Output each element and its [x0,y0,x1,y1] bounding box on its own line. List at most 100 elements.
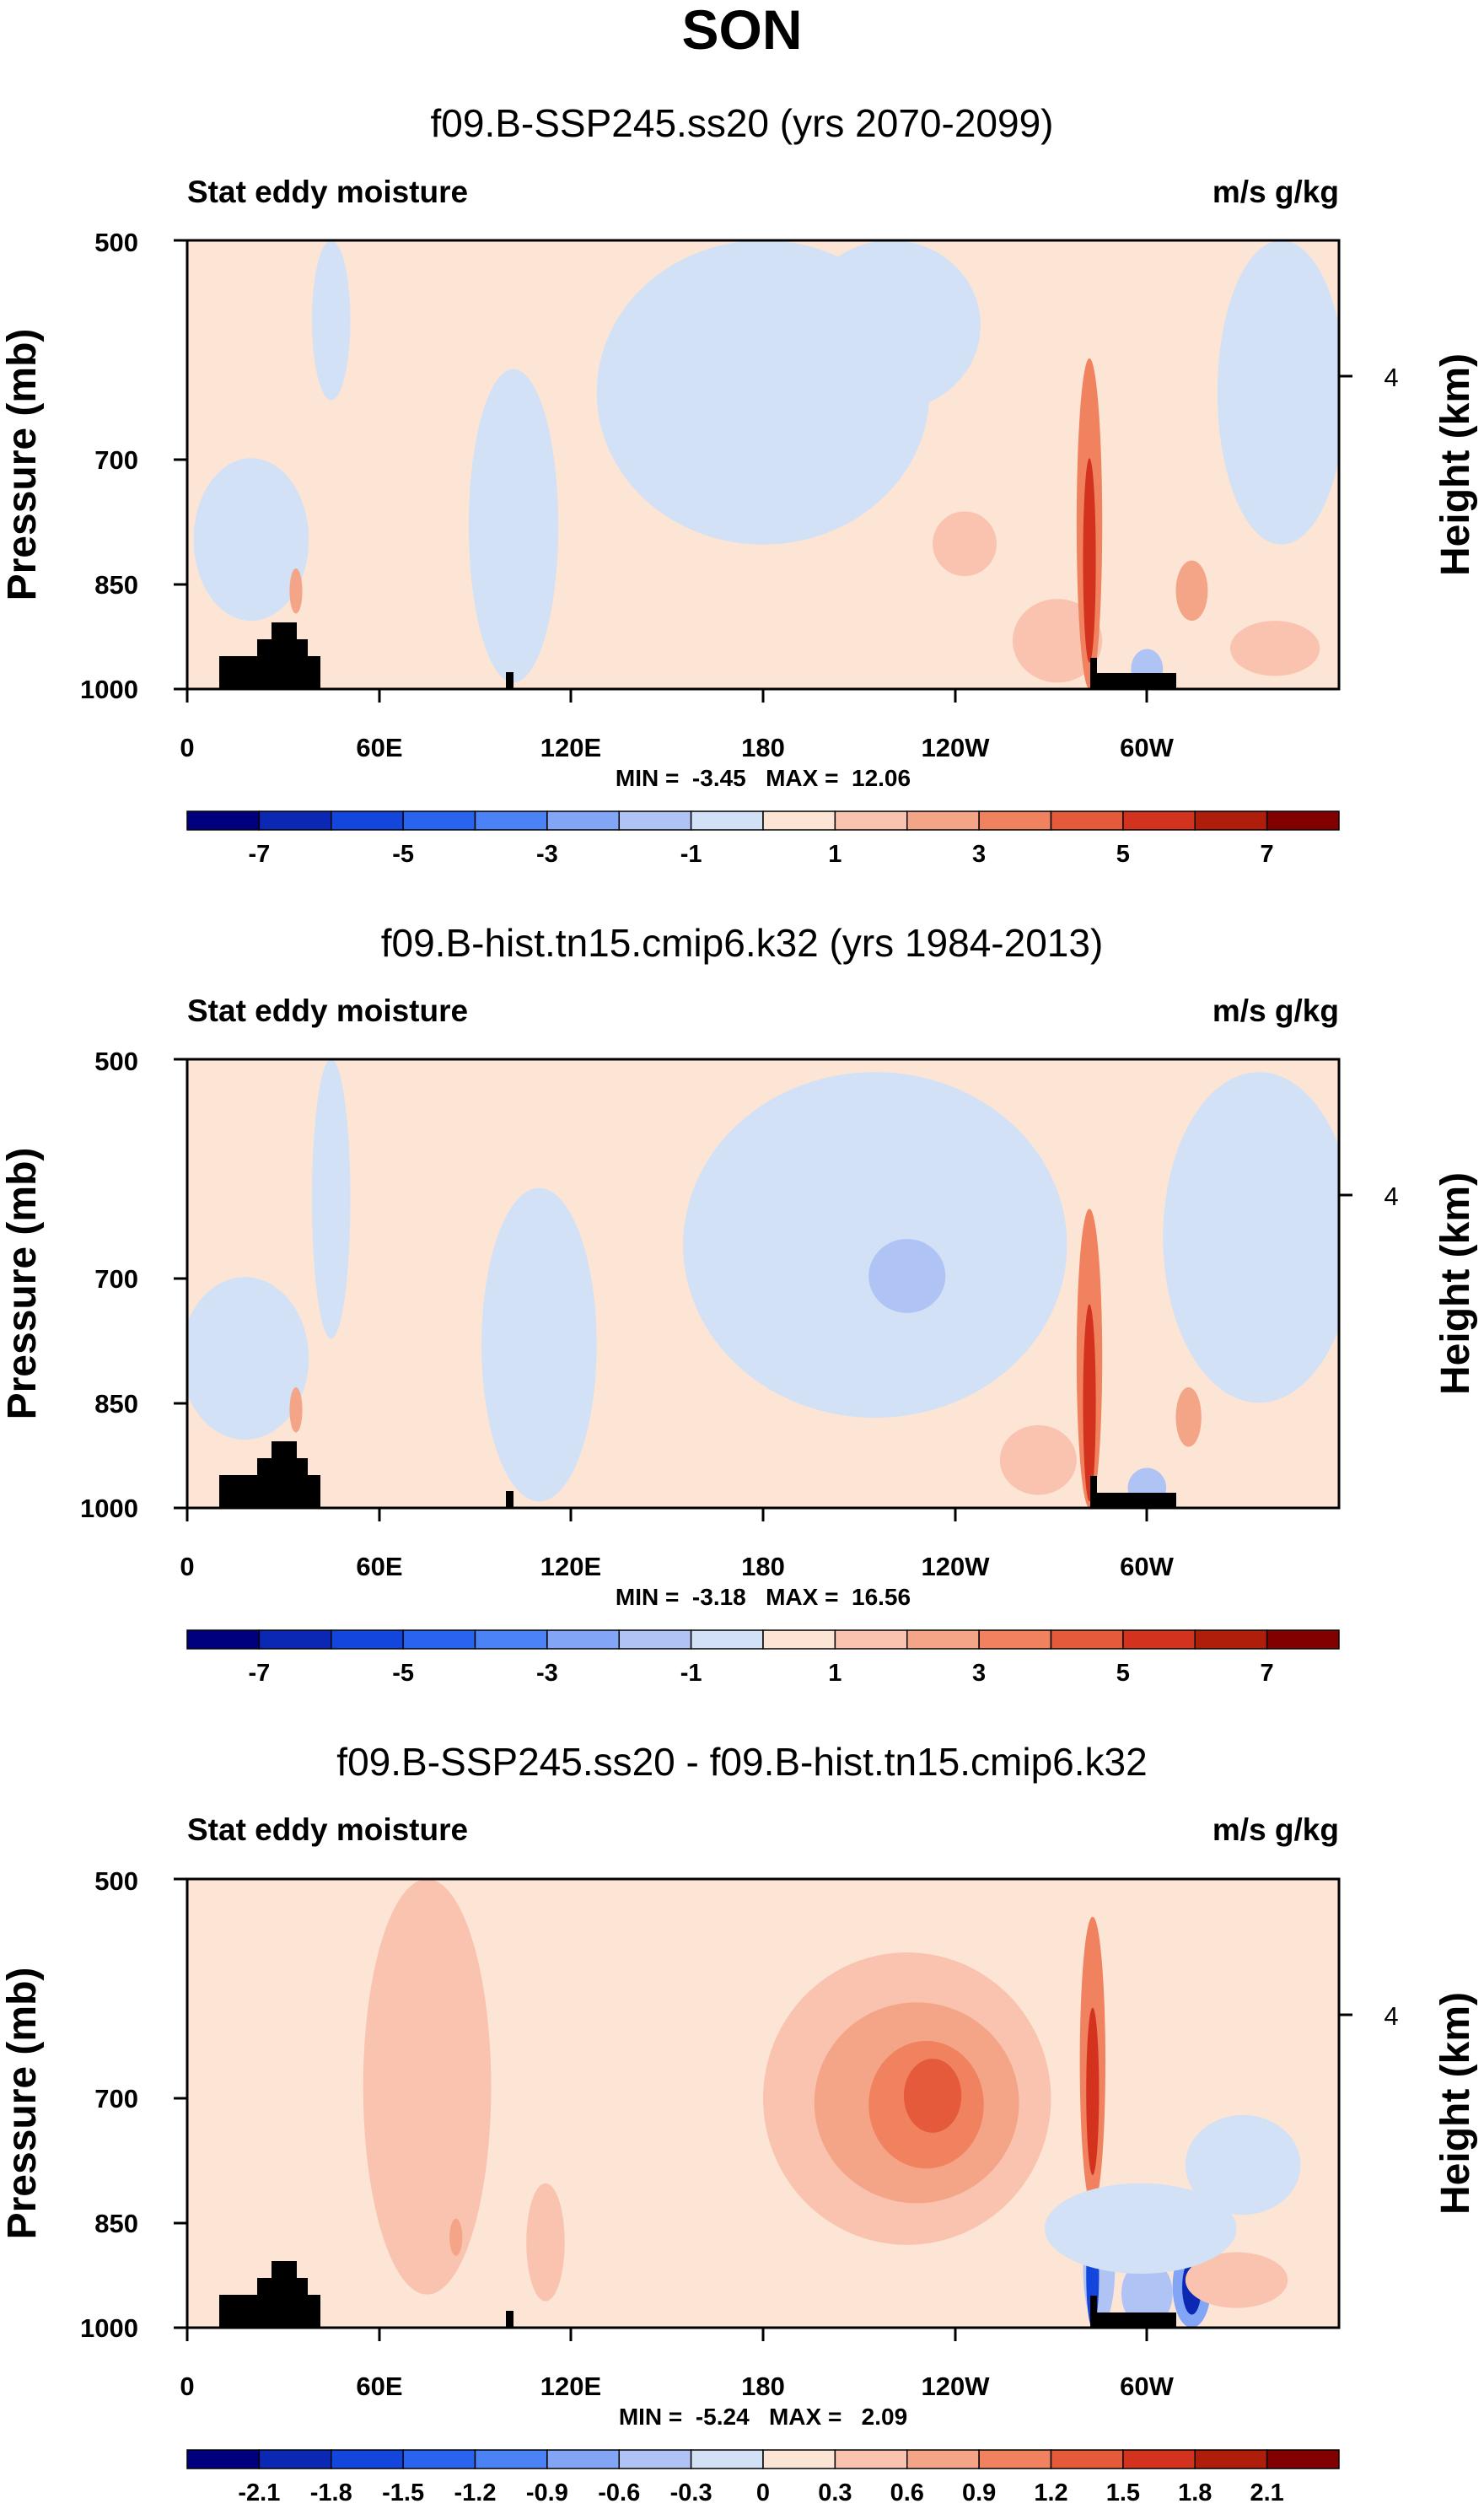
x-tick-label: 0 [180,1552,194,1581]
colorbar-label: -1 [680,841,702,868]
contour-region [903,2059,962,2133]
y-tick-label: 1000 [80,2313,138,2343]
panel-1: f09.B-SSP245.ss20 (yrs 2070-2099) Stat e… [0,101,1478,868]
contour-region [683,1072,1067,1419]
colorbar-label: -0.9 [526,2479,568,2506]
colorbar-label: 1.5 [1106,2479,1140,2506]
colorbar-label: -1.8 [310,2479,352,2506]
contour-region [311,1059,351,1339]
units-label: m/s g/kg [1212,1812,1339,1847]
colorbar-label: -3 [536,1660,558,1687]
contour-region [868,1239,946,1313]
contour-region [1086,2007,1100,2176]
y-axis: 500 700 850 1000 Pressure (mb) [0,1047,187,1523]
colorbar: -2.1 -1.8 -1.5 -1.2 -0.9 -0.6 -0.3 0 0.3 0.6 0.9 1.… [186,2449,1340,2506]
colorbar-swatch [906,810,980,831]
x-tick-label: 60E [356,1552,402,1581]
colorbar-swatch [762,2449,836,2469]
x-tick-label: 120E [540,1552,601,1581]
land-mask [219,1441,1176,1508]
colorbar-swatch [690,1629,764,1650]
colorbar-swatch [186,810,261,831]
x-tick-label: 60W [1120,1552,1174,1581]
colorbar-swatch [1266,1629,1340,1650]
panel-title: f09.B-SSP245.ss20 (yrs 2070-2099) [431,101,1054,145]
colorbar-swatch [978,810,1052,831]
colorbar-swatch [978,2449,1052,2469]
colorbar: -7 -5 -3 -1 1 3 5 7 [186,810,1340,868]
colorbar-swatch [690,2449,764,2469]
colorbar-swatch [258,2449,332,2469]
colorbar-swatch [762,1629,836,1650]
colorbar-label: -1 [680,1660,702,1687]
contour-field [187,1879,1339,2328]
colorbar-swatch [186,1629,261,1650]
colorbar-swatch [546,2449,620,2469]
y-tick-label: 850 [94,570,138,600]
x-tick-label: 60E [356,733,402,762]
variable-label: Stat eddy moisture [187,993,468,1028]
page-title: SON [681,0,802,61]
colorbar-swatch [474,2449,548,2469]
colorbar-swatch [762,810,836,831]
x-tick-label: 120W [922,2372,991,2401]
colorbar-swatch [402,2449,476,2469]
colorbar-label: -0.6 [598,2479,640,2506]
colorbar-label: -7 [248,1660,270,1687]
y-axis-label: Pressure (mb) [0,1148,45,1420]
x-tick-label: 0 [180,733,194,762]
min-max-stats: MIN = -3.45 MAX = 12.06 [616,765,911,791]
units-label: m/s g/kg [1212,993,1339,1028]
colorbar-swatch [546,810,620,831]
x-tick-label: 60W [1120,2372,1174,2401]
colorbar-label: 1 [828,841,841,868]
colorbar-label: 0.6 [890,2479,924,2506]
colorbar-swatch [1122,1629,1196,1650]
right-axis-label: Height (km) [1433,353,1478,576]
y-tick-label: 500 [94,228,138,257]
land-mask [219,622,1176,689]
y-tick-label: 500 [94,1866,138,1896]
right-axis: 4 Height (km) [1339,1992,1478,2215]
colorbar-label: -0.3 [670,2479,712,2506]
contour-region [1083,458,1096,663]
colorbar-swatch [186,2449,261,2469]
contour-region [289,1386,303,1433]
contour-region [311,240,351,401]
colorbar-swatch [834,1629,908,1650]
colorbar-swatch [618,810,692,831]
colorbar-label: -5 [392,841,414,868]
panel-2: f09.B-hist.tn15.cmip6.k32 (yrs 1984-2013… [0,921,1478,1687]
right-axis: 4 Height (km) [1339,1172,1478,1395]
colorbar-label: 0.9 [962,2479,996,2506]
colorbar-swatch [1050,2449,1124,2469]
contour-region [1044,2183,1237,2275]
y-axis: 500 700 850 1000 Pressure (mb) [0,1866,187,2343]
colorbar-label: 1 [828,1660,841,1687]
y-tick-label: 850 [94,2209,138,2238]
y-axis: 500 700 850 1000 Pressure (mb) [0,228,187,704]
contour-region [481,1187,597,1502]
y-tick-label: 500 [94,1047,138,1076]
colorbar-label: 2.1 [1250,2479,1283,2506]
colorbar: -7 -5 -3 -1 1 3 5 7 [186,1629,1340,1687]
contour-field [187,1059,1339,1508]
min-max-stats: MIN = -5.24 MAX = 2.09 [619,2404,907,2430]
contour-region [193,458,309,622]
colorbar-swatch [1194,1629,1268,1650]
y-tick-label: 850 [94,1389,138,1419]
y-axis-label: Pressure (mb) [0,1968,45,2240]
contour-region [801,240,981,411]
y-tick-label: 700 [94,2084,138,2113]
contour-region [1083,1304,1096,1502]
colorbar-swatch [906,1629,980,1650]
contour-region [1229,621,1320,676]
contour-region [1217,240,1339,545]
colorbar-swatch [834,2449,908,2469]
x-tick-label: 180 [741,2372,785,2401]
colorbar-swatch [331,1629,404,1650]
y-tick-label: 700 [94,1264,138,1294]
colorbar-label: 5 [1116,1660,1130,1687]
panel-title: f09.B-SSP245.ss20 - f09.B-hist.tn15.cmip… [336,1740,1147,1784]
x-tick-label: 120W [922,733,991,762]
